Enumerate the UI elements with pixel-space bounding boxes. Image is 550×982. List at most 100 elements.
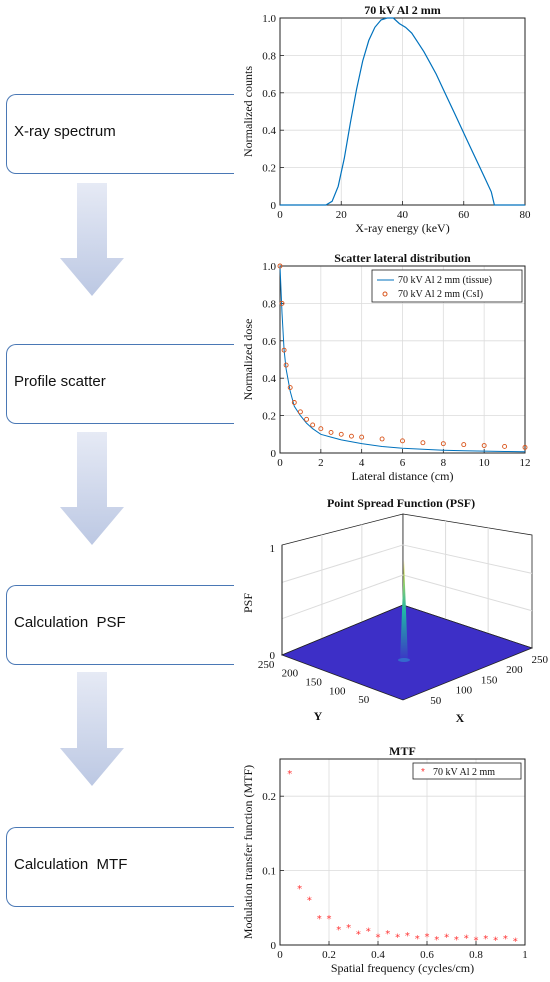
plot-frame — [279, 265, 526, 454]
x-axis-label: Lateral distance (cm) — [352, 469, 454, 483]
x-tick-label: 50 — [430, 695, 442, 707]
series-point-csi — [287, 385, 293, 390]
y-tick-label: 50 — [358, 694, 370, 706]
y-tick-label: 0.4 — [262, 125, 276, 137]
series-point-csi — [349, 433, 354, 439]
mtf-point: * — [287, 769, 292, 780]
x-tick-label: 80 — [520, 209, 532, 221]
chart-mtf: 0 0.2 0.4 0.6 0.8 1 0 0.1 0.2 MTF Spatial frequenc… — [241, 744, 528, 975]
mtf-point: * — [464, 933, 469, 944]
y-tick-label: 250 — [258, 659, 275, 671]
chart-title: MTF — [389, 744, 416, 758]
series-point-csi — [420, 440, 426, 446]
down-arrow-2 — [60, 432, 124, 545]
series-line-tissue — [279, 265, 526, 453]
y-tick-label: 150 — [305, 677, 322, 689]
wall-grid — [402, 544, 533, 574]
mtf-point: * — [434, 935, 439, 946]
y-tick-label: 100 — [329, 685, 346, 697]
step-box-calculation-mtf: Calculation MTF — [6, 827, 234, 907]
spectrum-line — [280, 17, 525, 206]
mtf-point: * — [395, 933, 400, 944]
legend-swatch-marker — [382, 291, 388, 297]
series-point-csi — [281, 347, 287, 353]
mtf-point: * — [503, 934, 508, 945]
series-point-csi — [522, 444, 528, 450]
plot-frame — [279, 758, 526, 946]
mtf-point: * — [385, 929, 390, 940]
x-tick-label: 0.2 — [322, 949, 336, 961]
mtf-point: * — [513, 936, 518, 947]
series-point-csi — [328, 429, 334, 435]
series-point-csi — [440, 441, 446, 447]
mtf-point: * — [474, 936, 479, 947]
x-tick-label: 2 — [318, 457, 324, 469]
x-axis-label: X — [456, 711, 465, 725]
mtf-point: * — [317, 914, 322, 925]
z-tick-label: 1 — [270, 543, 276, 555]
y-tick-label: 0 — [271, 448, 277, 460]
chart-title: Point Spread Function (PSF) — [327, 496, 475, 510]
legend-box — [371, 269, 523, 303]
legend-box — [412, 762, 522, 780]
mtf-point: * — [415, 934, 420, 945]
y-axis-label: Normalized counts — [241, 66, 255, 157]
legend-swatch-marker: * — [421, 767, 425, 778]
x-tick-label: 100 — [456, 685, 473, 697]
step-label: Calculation MTF — [14, 856, 128, 873]
x-tick-label: 40 — [397, 209, 409, 221]
y-tick-label: 0.8 — [262, 298, 276, 310]
mtf-point: * — [483, 934, 488, 945]
mtf-point: * — [376, 933, 381, 944]
legend-label: 70 kV Al 2 mm — [433, 767, 495, 778]
flow-arrows — [60, 183, 124, 786]
y-tick-label: 200 — [282, 668, 299, 680]
down-arrow-1 — [60, 183, 124, 296]
psf-peak — [400, 560, 408, 662]
x-tick-label: 0 — [277, 949, 283, 961]
x-tick-label: 12 — [520, 457, 531, 469]
psf-peak-base — [398, 658, 410, 662]
y-axis-label: Normalized dose — [241, 319, 255, 401]
mtf-point: * — [327, 914, 332, 925]
x-tick-label: 150 — [481, 674, 498, 686]
series-point-csi — [277, 263, 283, 269]
x-tick-label: 0 — [277, 457, 283, 469]
y-axis-label: Y — [314, 709, 323, 723]
series-point-csi — [359, 434, 365, 440]
series-point-csi — [283, 362, 289, 368]
y-tick-label: 0.1 — [262, 866, 276, 878]
mtf-point: * — [346, 923, 351, 934]
legend-label: 70 kV Al 2 mm (CsI) — [398, 289, 483, 300]
x-axis-label: Spatial frequency (cycles/cm) — [331, 961, 474, 975]
mtf-point: * — [297, 884, 302, 895]
series-point-csi — [297, 409, 303, 415]
y-tick-label: 0.2 — [262, 163, 276, 175]
step-label: Calculation PSF — [14, 614, 126, 631]
legend-label: 70 kV Al 2 mm (tissue) — [398, 275, 492, 286]
series-point-csi — [338, 431, 344, 437]
series-point-csi — [291, 400, 297, 405]
mtf-point: * — [425, 932, 430, 943]
mtf-point: * — [356, 930, 361, 941]
chart-scatter-distribution: 0 2 4 6 8 10 12 0 0.2 0.4 0.6 0.8 1.0 Scatter lateral… — [241, 251, 531, 483]
series-point-csi — [461, 442, 467, 448]
y-tick-label: 0.4 — [262, 373, 276, 385]
x-tick-label: 0.8 — [469, 949, 483, 961]
z-axis-label: PSF — [241, 593, 255, 613]
step-label: X-ray spectrum — [14, 123, 116, 140]
series-point-csi — [502, 444, 508, 449]
y-tick-label: 0.6 — [262, 336, 276, 348]
x-tick-label: 20 — [336, 209, 348, 221]
chart-xray-spectrum: 0 20 40 60 80 0 0.2 0.4 0.6 0.8 1.0 70 kV Al 2 mm X-… — [241, 3, 531, 235]
y-tick-label: 1.0 — [262, 261, 276, 273]
y-tick-label: 1.0 — [262, 13, 276, 25]
mtf-point: * — [493, 936, 498, 947]
x-tick-label: 0 — [277, 209, 283, 221]
plot-area — [280, 759, 525, 945]
mtf-point: * — [405, 931, 410, 942]
series-point-csi — [310, 422, 316, 428]
x-tick-label: 1 — [522, 949, 528, 961]
chart-psf-surface: Point Spread Function (PSF) 1 0 PSF 50 100 150… — [241, 496, 548, 725]
